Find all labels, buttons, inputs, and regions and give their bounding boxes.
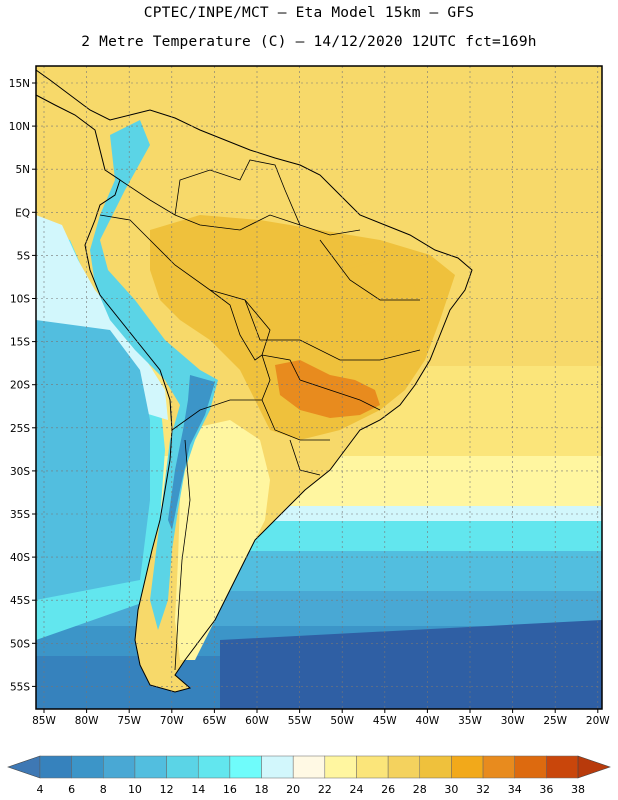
lat-tick-label: 50S [10, 638, 30, 650]
lat-tick-label: 10N [9, 121, 30, 133]
colorbar-label: 12 [160, 783, 174, 796]
lat-tick-label: 15S [10, 337, 30, 349]
lon-tick-label: 20W [586, 715, 610, 727]
lon-tick-label: 65W [203, 715, 227, 727]
colorbar-label: 22 [318, 783, 332, 796]
argentina-mild [175, 420, 270, 660]
southern-ocean-deep [220, 620, 602, 709]
andes-cold [90, 120, 218, 630]
pacific-colder [36, 320, 150, 600]
lat-tick-label: 55S [10, 681, 30, 693]
lon-tick-label: 25W [543, 715, 567, 727]
map-title-line1: CPTEC/INPE/MCT – Eta Model 15km – GFS [143, 5, 475, 21]
lat-tick-label: 30S [10, 466, 30, 478]
lat-tick-label: 5S [17, 250, 31, 262]
latitude-ticks: 15N 10N 5N EQ 5S 10S 15S 20S 25S 30S 35S 40S 45S 50S 5… [9, 78, 36, 693]
colorbar-swatch [514, 755, 547, 779]
colorbar-label: 16 [223, 783, 237, 796]
colorbar-label: 38 [571, 783, 585, 796]
country-borders [99, 159, 421, 671]
colorbar-swatch [166, 755, 199, 779]
colorbar-label: 20 [286, 783, 300, 796]
colorbar-swatch [197, 755, 231, 779]
colorbar-swatch [546, 755, 579, 779]
lon-tick-label: 40W [416, 715, 440, 727]
colorbar-label: 34 [508, 783, 522, 796]
map-title-line2: 2 Metre Temperature (C) – 14/12/2020 12U… [81, 34, 537, 50]
lon-tick-label: 60W [245, 715, 269, 727]
lat-tick-label: 40S [10, 552, 30, 564]
colorbar-label: 8 [100, 783, 107, 796]
lat-tick-label: 35S [10, 509, 30, 521]
lat-tick-label: 15N [9, 78, 30, 90]
colorbar-label: 6 [68, 783, 75, 796]
colorbar-arrow-low [7, 755, 41, 779]
colorbar-label: 30 [444, 783, 458, 796]
map-frame [35, 65, 603, 710]
colorbar-swatch [451, 755, 484, 779]
lon-tick-label: 75W [117, 715, 141, 727]
colorbar-swatch [324, 755, 357, 779]
map-field [36, 66, 602, 709]
colorbar-swatch [39, 755, 72, 779]
colorbar-swatch [387, 755, 421, 779]
colorbar-swatch [229, 755, 262, 779]
colorbar-swatch [292, 755, 326, 779]
colorbar-label: 4 [37, 783, 44, 796]
lat-tick-label: 25S [10, 423, 30, 435]
lon-tick-label: 45W [373, 715, 397, 727]
colorbar: 4 6 8 10 12 14 16 18 20 22 24 26 28 30 32 34 36 38 [7, 755, 611, 796]
lon-tick-label: 35W [458, 715, 482, 727]
colorbar-swatch [71, 755, 104, 779]
lat-tick-label: 5N [15, 164, 30, 176]
colorbar-swatch [134, 755, 167, 779]
colorbar-swatch [103, 755, 136, 779]
coastline [36, 69, 473, 693]
colorbar-label: 24 [349, 783, 363, 796]
colorbar-label: 28 [413, 783, 427, 796]
colorbar-label: 36 [539, 783, 553, 796]
lat-tick-label: 20S [10, 380, 30, 392]
lat-tick-label: 10S [10, 294, 30, 306]
colorbar-swatch [482, 755, 515, 779]
andes-high [168, 375, 215, 530]
map-grid [36, 66, 602, 709]
colorbar-label: 32 [476, 783, 490, 796]
lat-tick-label: 45S [10, 595, 30, 607]
colorbar-swatch [419, 755, 452, 779]
colorbar-arrow-high [577, 755, 611, 779]
longitude-ticks: 85W 80W 75W 70W 65W 60W 55W 50W 45W 40W 35W 30W 25W 2… [32, 709, 610, 727]
lon-tick-label: 80W [75, 715, 99, 727]
colorbar-label: 10 [128, 783, 142, 796]
colorbar-swatch [356, 755, 389, 779]
lon-tick-label: 30W [501, 715, 525, 727]
colorbar-label: 26 [381, 783, 395, 796]
lon-tick-label: 85W [32, 715, 56, 727]
lon-tick-label: 50W [330, 715, 354, 727]
lon-tick-label: 55W [288, 715, 312, 727]
colorbar-label: 18 [255, 783, 269, 796]
lat-tick-label: EQ [15, 207, 30, 219]
lon-tick-label: 70W [160, 715, 184, 727]
colorbar-label: 14 [191, 783, 205, 796]
colorbar-swatch [261, 755, 294, 779]
